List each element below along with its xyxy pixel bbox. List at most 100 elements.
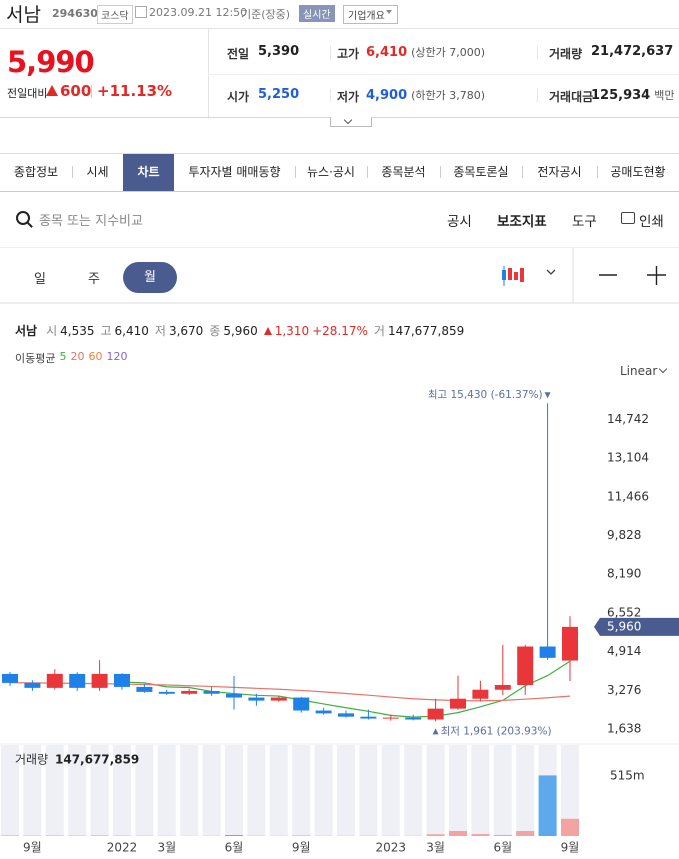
summary-label: 거 [373,324,385,338]
expand-button[interactable] [330,117,372,127]
scale-select[interactable]: Linear [620,364,658,378]
candle-body [450,698,466,709]
stat-label: 시가 [227,90,250,104]
tab[interactable]: 종목토론실 [453,165,509,179]
search-icon [16,211,30,225]
volume-column-bg [449,745,467,836]
tool-button[interactable]: 보조지표 [497,214,547,230]
legend-entry: 5 [59,350,67,363]
y-tick-label: 1,638 [607,722,641,736]
volume-column-bg [45,745,64,836]
summary-rate: +28.17% [312,323,368,338]
tool-button[interactable]: 인쇄 [639,214,664,230]
volume-column-bg [292,745,311,836]
divider [537,89,538,102]
volume-column-bg [1,745,19,836]
stat-number: 4,900 [366,88,408,103]
candle-body [158,691,175,694]
chart-type-icon[interactable] [502,266,524,286]
icon-part [502,270,506,280]
candle-body [315,710,332,714]
volume-column-bg [516,745,535,836]
divider [330,46,331,59]
tab[interactable]: 종합정보 [13,165,59,179]
realtime-badge[interactable]: 실시간 [299,5,335,22]
x-tick-label: 2022 [107,841,138,855]
stat-number: 5,390 [258,44,300,59]
calendar-icon [135,6,147,18]
candle-body [226,693,242,698]
change-label: 전일대비 [7,87,48,100]
tab[interactable]: 전자공시 [537,165,582,179]
candle-body [293,697,310,711]
stat-number: 125,934 [591,88,651,103]
tab[interactable]: 차트 [123,154,174,191]
volume-column-bg [493,745,512,836]
period-button[interactable]: 주 [88,272,100,287]
divider [208,29,209,117]
high-label: 최고 15,430 (-61.37%) [428,389,543,401]
print-icon [621,212,635,224]
candle-body [2,673,18,683]
summary-name: 서남 [15,324,38,338]
tool-button[interactable]: 공시 [447,214,472,230]
divider [208,74,679,75]
divider [537,46,538,59]
summary-label: 시 [46,324,58,338]
icon-part [508,268,512,280]
divider [0,28,679,29]
divider [330,89,331,102]
candle-body [427,708,444,720]
tab[interactable]: 공매도현황 [610,165,666,179]
search-input[interactable]: 종목 또는 지수비교 [39,214,143,229]
volume-bar [516,830,535,836]
company-button[interactable]: 기업개요 [343,5,398,24]
volume-column-bg [247,745,266,836]
summary-label: 고 [100,324,112,338]
volume-column-bg [180,745,199,836]
summary-value: 3,670 [168,323,204,338]
volume-bar [471,834,490,836]
tab[interactable]: 시세 [86,165,109,179]
stat-label: 거래량 [549,47,583,61]
volume-column-bg [561,745,579,836]
stat-extra: 백만 [654,89,675,102]
y-tick-label: 13,104 [607,451,649,465]
candle-body [69,673,86,688]
ma-title: 이동평균 [15,352,56,365]
volume-column-bg [471,745,490,836]
candle-body [517,646,534,686]
candle-body [136,686,153,692]
stat-value: 6,410 (상한가 7,000) [366,44,485,60]
candle-body [114,673,130,687]
volume-bar [493,834,512,836]
tab[interactable]: 투자자별 매매동향 [188,165,281,179]
stat-value: 5,250 [258,87,299,102]
tool-button[interactable]: 도구 [572,214,597,230]
stat-number: 21,472,637 [591,44,674,59]
stock-code: 294630 [52,7,98,20]
y-tick-label: 4,914 [607,644,641,658]
legend-entry: 20 [70,350,85,363]
tab[interactable]: 뉴스·공시 [307,165,355,179]
x-tick-label: 6월 [225,841,244,855]
volume-bar [426,834,445,836]
candle-body [91,673,108,688]
tab[interactable]: 종목분석 [381,165,426,179]
chart-type-dropdown[interactable] [546,269,556,275]
change: 600 [60,82,92,100]
stock-name: 서남 [6,4,41,26]
candle-body [203,690,220,694]
market-badge: 코스닥 [97,5,133,24]
stat-value: 5,390 [258,44,299,59]
stat-number: 6,410 [366,45,408,60]
volume-column-bg [157,745,176,836]
candle-body [338,713,354,717]
tab-separator [522,166,523,178]
volume-column-bg [202,745,221,836]
volume-column-bg [68,745,87,836]
period-button[interactable]: 일 [34,272,46,287]
period-button[interactable]: 월 [123,262,177,293]
x-tick-label: 9월 [561,841,580,855]
